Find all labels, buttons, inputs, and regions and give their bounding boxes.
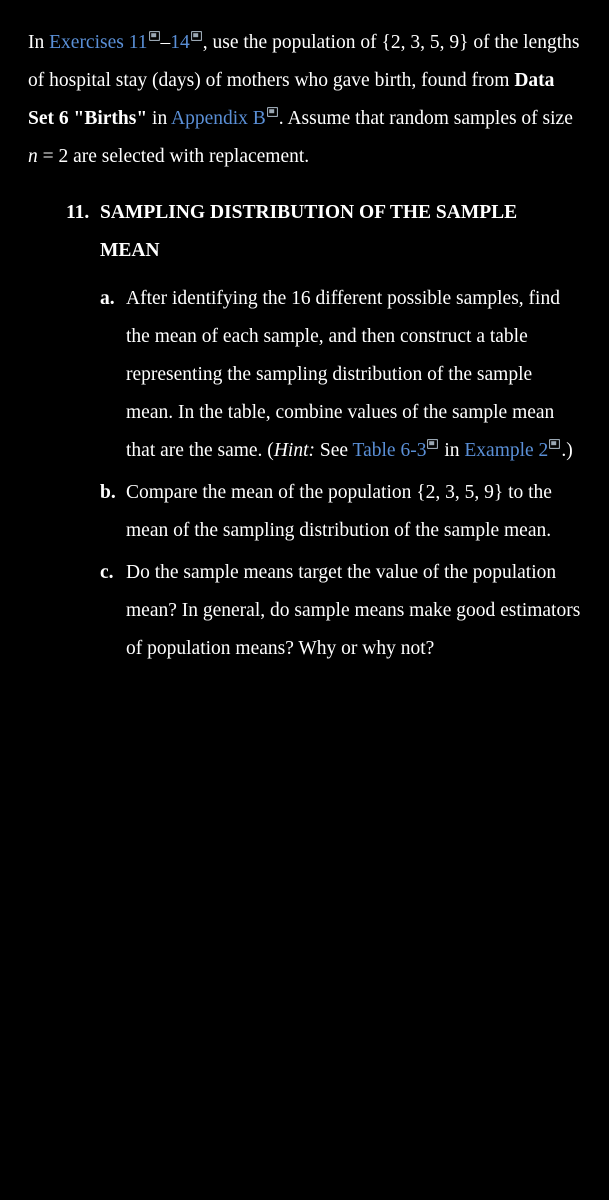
exercise-number: 11. [66,194,100,270]
link-example-2[interactable]: Example 2 [464,440,561,461]
exercise-sub-list: a. After identifying the 16 different po… [66,280,581,668]
link-text: Table 6-3 [353,440,427,461]
sub-item-c: c. Do the sample means target the value … [100,554,581,668]
sub-item-b: b. Compare the mean of the population {2… [100,474,581,550]
link-appendix-b[interactable]: Appendix B [171,108,279,129]
sub-text: Compare the mean of the population {2, 3… [126,474,581,550]
popup-icon [191,31,202,41]
link-text: Appendix B [171,108,266,129]
exercise-title-row: 11. SAMPLING DISTRIBUTION OF THE SAMPLE … [66,194,581,270]
sub-text-part: See [315,440,353,461]
sub-item-a: a. After identifying the 16 different po… [100,280,581,470]
intro-text: in [147,108,171,129]
link-table-6-3[interactable]: Table 6-3 [353,440,440,461]
popup-icon [267,107,278,117]
sub-text-part: .) [561,440,572,461]
link-text: Example 2 [464,440,548,461]
link-text: 14 [170,32,190,53]
intro-italic: n [28,146,38,167]
sub-text-part: in [439,440,464,461]
sub-letter: b. [100,474,126,550]
intro-text: In [28,32,49,53]
intro-text: . Assume that random samples of size [279,108,573,129]
sub-text-part: After identifying the 16 different possi… [126,288,560,461]
intro-text: – [161,32,171,53]
popup-icon [549,439,560,449]
link-exercises-11[interactable]: Exercises 11 [49,32,160,53]
exercise-11: 11. SAMPLING DISTRIBUTION OF THE SAMPLE … [28,194,581,668]
hint-label: Hint: [274,440,315,461]
link-exercises-14[interactable]: 14 [170,32,203,53]
sub-text: After identifying the 16 different possi… [126,280,581,470]
intro-text: = 2 are selected with replacement. [38,146,309,167]
exercise-intro: In Exercises 11–14, use the population o… [28,24,581,176]
sub-text: Do the sample means target the value of … [126,554,581,668]
popup-icon [427,439,438,449]
link-text: Exercises 11 [49,32,147,53]
sub-letter: a. [100,280,126,470]
sub-letter: c. [100,554,126,668]
page-content: In Exercises 11–14, use the population o… [0,0,609,696]
exercise-heading: SAMPLING DISTRIBUTION OF THE SAMPLE MEAN [100,194,581,270]
popup-icon [149,31,160,41]
